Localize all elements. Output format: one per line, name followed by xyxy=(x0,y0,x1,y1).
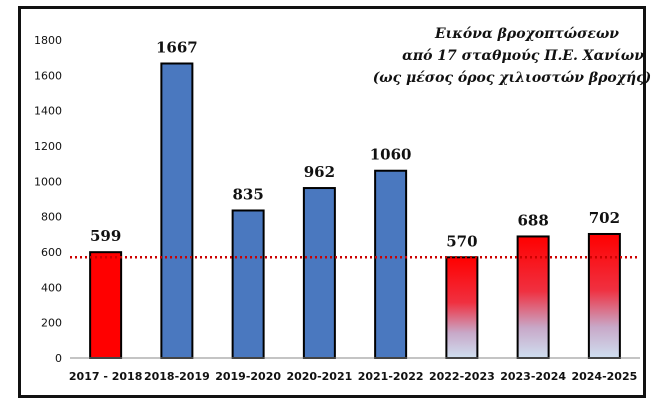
data-label: 962 xyxy=(304,163,335,181)
y-tick-label: 400 xyxy=(41,281,62,294)
data-label: 1667 xyxy=(156,38,198,56)
data-label: 599 xyxy=(90,227,121,245)
y-tick-label: 800 xyxy=(41,211,62,224)
value-labels: 599 1667 835 962 1060 570 688 702 xyxy=(90,38,620,250)
data-label: 835 xyxy=(232,185,263,203)
x-tick-label: 2024-2025 xyxy=(571,370,637,383)
y-tick-label: 600 xyxy=(41,246,62,259)
y-tick-label: 200 xyxy=(41,317,62,330)
y-tick-label: 1600 xyxy=(34,69,62,82)
x-tick-label: 2019-2020 xyxy=(215,370,281,383)
bar xyxy=(160,62,194,359)
title-line-3: (ως μέσος όρος χιλιοστών βροχής) xyxy=(373,69,652,86)
chart-title: Εικόνα βροχοπτώσεων από 17 σταθμούς Π.Ε.… xyxy=(373,26,652,86)
title-line-2: από 17 σταθμούς Π.Ε. Χανίων xyxy=(402,47,644,64)
x-axis: 2017 - 2018 2018-2019 2019-2020 2020-2021 20… xyxy=(69,357,640,383)
bar-series xyxy=(89,62,621,360)
y-tick-label: 1800 xyxy=(34,34,62,47)
x-tick-label: 2022-2023 xyxy=(429,370,495,383)
x-tick-label: 2020-2021 xyxy=(286,370,352,383)
bar xyxy=(587,232,621,359)
data-label: 702 xyxy=(589,209,620,227)
bar xyxy=(516,235,550,360)
x-tick-label: 2023-2024 xyxy=(500,370,566,383)
y-tick-label: 1400 xyxy=(34,105,62,118)
x-tick-label: 2017 - 2018 xyxy=(69,370,142,383)
bar xyxy=(374,169,408,359)
y-tick-label: 0 xyxy=(55,352,62,365)
y-axis: 0 200 400 600 800 1000 1200 1400 1600 1800 xyxy=(34,34,62,365)
title-line-1: Εικόνα βροχοπτώσεων xyxy=(434,26,619,42)
bar xyxy=(302,187,336,359)
bar xyxy=(445,256,479,359)
bar xyxy=(231,209,265,359)
y-tick-label: 1200 xyxy=(34,140,62,153)
data-label: 688 xyxy=(517,211,548,229)
x-tick-label: 2018-2019 xyxy=(144,370,210,383)
data-label: 1060 xyxy=(370,146,412,164)
y-tick-label: 1000 xyxy=(34,175,62,188)
x-tick-label: 2021-2022 xyxy=(358,370,424,383)
data-label: 570 xyxy=(446,232,477,250)
bar xyxy=(89,251,123,359)
